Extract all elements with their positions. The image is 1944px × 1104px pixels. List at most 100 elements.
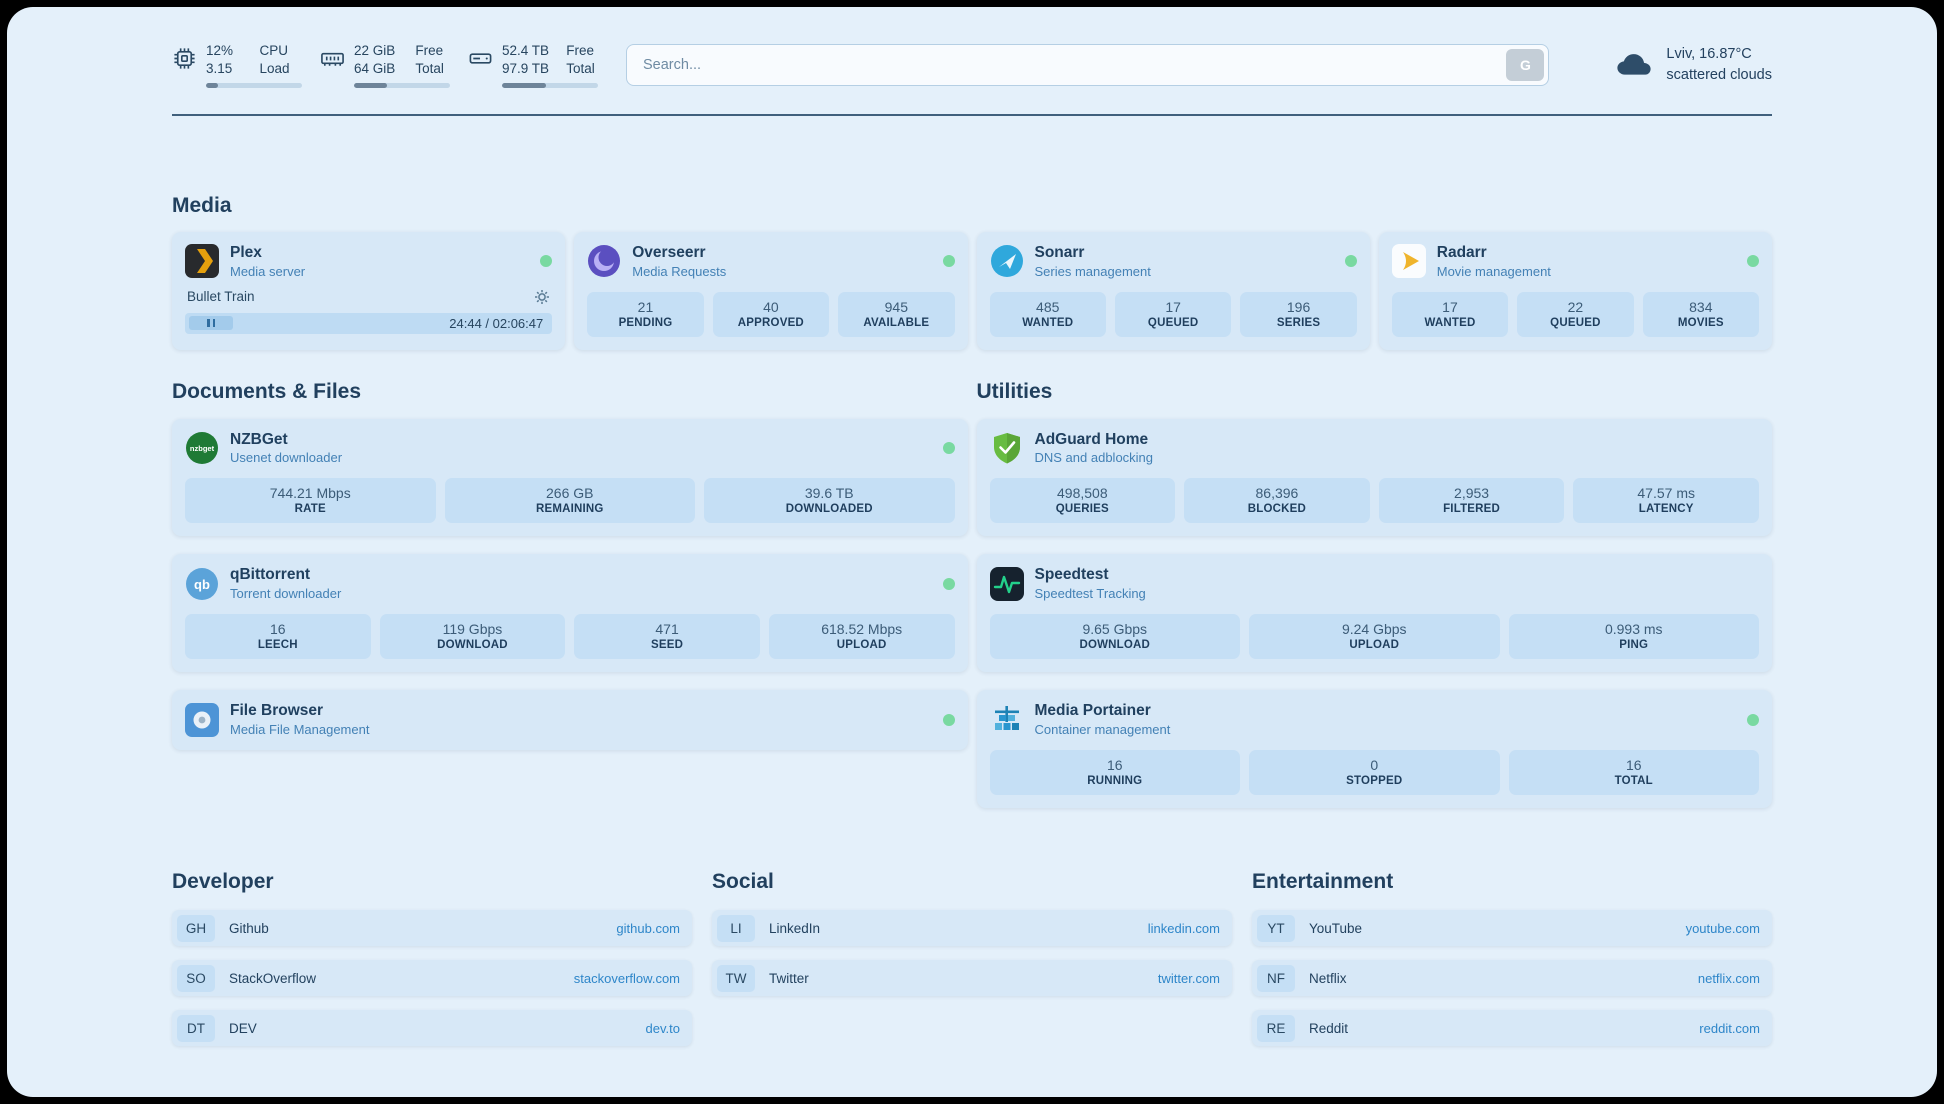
- app-card-speedtest[interactable]: Speedtest Speedtest Tracking 9.65 Gbps D…: [976, 554, 1772, 673]
- bookmark-youtube[interactable]: YT YouTube youtube.com: [1252, 910, 1772, 946]
- bookmark-abbr: GH: [177, 914, 215, 942]
- bookmark-link[interactable]: netflix.com: [1697, 970, 1760, 986]
- app-subtitle: Series management: [1034, 263, 1151, 279]
- disk-icon: [469, 53, 492, 64]
- app-name: Media Portainer: [1034, 702, 1151, 720]
- bookmark-github[interactable]: GH Github github.com: [172, 910, 692, 946]
- header-divider: [172, 113, 1772, 116]
- app-card-overseerr[interactable]: Overseerr Media Requests 21 PENDING 40 A…: [574, 231, 968, 350]
- bookmark-linkedin[interactable]: LI LinkedIn linkedin.com: [712, 910, 1232, 946]
- app-card-qbittorrent[interactable]: qb qBittorrent Torrent downloader 16: [172, 554, 968, 673]
- dashboard: 12% CPU 3.15 Load 22 GiB Free: [7, 7, 1937, 1097]
- cpu-icon: [174, 48, 195, 69]
- disk-free-value: 52.4 TB: [502, 43, 550, 58]
- stat-pending: 21 PENDING: [587, 291, 704, 337]
- settings-gear-icon[interactable]: [534, 289, 550, 305]
- status-dot: [942, 255, 955, 268]
- ram-free-label: Free: [415, 43, 444, 58]
- stat-rate: 744.21 Mbps RATE: [185, 478, 436, 524]
- app-name: NZBGet: [230, 430, 288, 448]
- stat-latency: 47.57 ms LATENCY: [1573, 478, 1759, 524]
- weather-widget: Lviv, 16.87°C scattered clouds: [1613, 44, 1772, 86]
- app-card-sonarr[interactable]: Sonarr Series management 485 WANTED 17 Q…: [976, 231, 1370, 350]
- app-name: qBittorrent: [230, 566, 311, 584]
- status-dot: [1344, 255, 1357, 268]
- stat-remaining: 266 GB REMAINING: [444, 478, 695, 524]
- nzbget-icon: nzbget: [186, 431, 218, 464]
- app-name: Sonarr: [1034, 243, 1085, 261]
- app-card-radarr[interactable]: Radarr Movie management 17 WANTED 22 QUE…: [1378, 231, 1772, 350]
- stat-total: 16 TOTAL: [1508, 750, 1759, 795]
- app-subtitle: DNS and adblocking: [1034, 450, 1154, 466]
- app-subtitle: Media server: [230, 263, 306, 279]
- status-dot: [1747, 255, 1759, 268]
- app-card-portainer[interactable]: Media Portainer Container management 16 …: [976, 690, 1772, 808]
- ram-total-label: Total: [415, 60, 444, 76]
- bookmark-abbr: NF: [1257, 964, 1295, 992]
- bookmark-dev[interactable]: DT DEV dev.to: [172, 1010, 692, 1046]
- bookmark-link[interactable]: twitter.com: [1157, 970, 1220, 986]
- ram-total-value: 64 GiB: [354, 60, 396, 76]
- bookmark-name: DEV: [229, 1020, 257, 1036]
- app-subtitle: Media Requests: [632, 263, 727, 279]
- svg-text:nzbget: nzbget: [190, 444, 215, 453]
- bookmark-link[interactable]: github.com: [616, 920, 680, 936]
- app-name: File Browser: [230, 702, 324, 720]
- stat-seed: 471 SEED: [574, 614, 760, 660]
- bookmark-link[interactable]: linkedin.com: [1147, 920, 1220, 936]
- ram-widget: 22 GiB Free 64 GiB Total: [320, 43, 450, 88]
- stat-upload: 9.24 Gbps UPLOAD: [1249, 614, 1500, 660]
- bookmark-netflix[interactable]: NF Netflix netflix.com: [1252, 960, 1772, 996]
- bookmark-link[interactable]: reddit.com: [1699, 1020, 1760, 1036]
- bookmark-name: Netflix: [1309, 970, 1347, 986]
- search-bar: G: [626, 44, 1550, 87]
- bookmark-name: Reddit: [1309, 1020, 1349, 1036]
- entertainment-column: Entertainment YT YouTube youtube.com NF …: [1252, 870, 1772, 1046]
- bookmark-name: Twitter: [769, 970, 809, 986]
- stat-download: 9.65 Gbps DOWNLOAD: [989, 614, 1240, 660]
- cloud-icon: [1617, 54, 1652, 75]
- app-name: Radarr: [1436, 243, 1487, 261]
- bookmark-abbr: RE: [1257, 1014, 1295, 1042]
- app-card-plex[interactable]: Plex Media server Bullet Train: [172, 231, 566, 350]
- disk-free-label: Free: [566, 43, 595, 58]
- ram-progress-fill: [354, 82, 387, 88]
- pause-indicator[interactable]: [189, 316, 233, 331]
- bookmark-link[interactable]: stackoverflow.com: [573, 970, 680, 986]
- stat-approved: 40 APPROVED: [712, 291, 830, 337]
- stat-filtered: 2,953 FILTERED: [1378, 478, 1565, 524]
- cpu-usage-value: 12%: [206, 43, 234, 58]
- bookmark-twitter[interactable]: TW Twitter twitter.com: [712, 960, 1232, 996]
- stat-wanted: 485 WANTED: [989, 291, 1106, 337]
- app-subtitle: Container management: [1034, 722, 1171, 737]
- app-card-adguard[interactable]: AdGuard Home DNS and adblocking 498,508 …: [976, 418, 1772, 537]
- now-playing-title: Bullet Train: [187, 289, 255, 305]
- system-monitors: 12% CPU 3.15 Load 22 GiB Free: [172, 43, 598, 88]
- stat-downloaded: 39.6 TB DOWNLOADED: [704, 478, 955, 524]
- search-input[interactable]: [626, 44, 1550, 87]
- bookmark-stackoverflow[interactable]: SO StackOverflow stackoverflow.com: [172, 960, 692, 996]
- playback-progress-bar[interactable]: 24:44 / 02:06:47: [185, 312, 553, 334]
- search-engine-button[interactable]: G: [1506, 49, 1545, 82]
- bookmark-name: StackOverflow: [229, 970, 317, 986]
- disk-progress-bar: [502, 82, 598, 88]
- portainer-icon: [994, 705, 1019, 730]
- app-subtitle: Speedtest Tracking: [1034, 586, 1146, 602]
- sonarr-icon: [990, 245, 1023, 278]
- overseerr-icon: [588, 245, 621, 278]
- cpu-widget: 12% CPU 3.15 Load: [172, 43, 302, 88]
- app-card-filebrowser[interactable]: File Browser Media File Management: [172, 690, 968, 750]
- bookmark-abbr: TW: [717, 964, 755, 992]
- weather-location-temp: Lviv, 16.87°C: [1666, 46, 1752, 63]
- media-card-grid: Plex Media server Bullet Train: [172, 231, 1772, 350]
- bookmark-reddit[interactable]: RE Reddit reddit.com: [1252, 1010, 1772, 1046]
- stat-upload: 618.52 Mbps UPLOAD: [768, 614, 955, 660]
- cpu-progress-fill: [206, 82, 218, 88]
- radarr-icon: [1391, 244, 1426, 279]
- bookmark-abbr: YT: [1257, 914, 1295, 942]
- stat-queued: 17 QUEUED: [1114, 291, 1232, 337]
- section-title-entertainment: Entertainment: [1252, 870, 1394, 893]
- bookmark-link[interactable]: youtube.com: [1685, 920, 1760, 936]
- app-card-nzbget[interactable]: nzbget NZBGet Usenet downloader 744.21 M…: [172, 418, 968, 537]
- bookmark-link[interactable]: dev.to: [645, 1020, 680, 1036]
